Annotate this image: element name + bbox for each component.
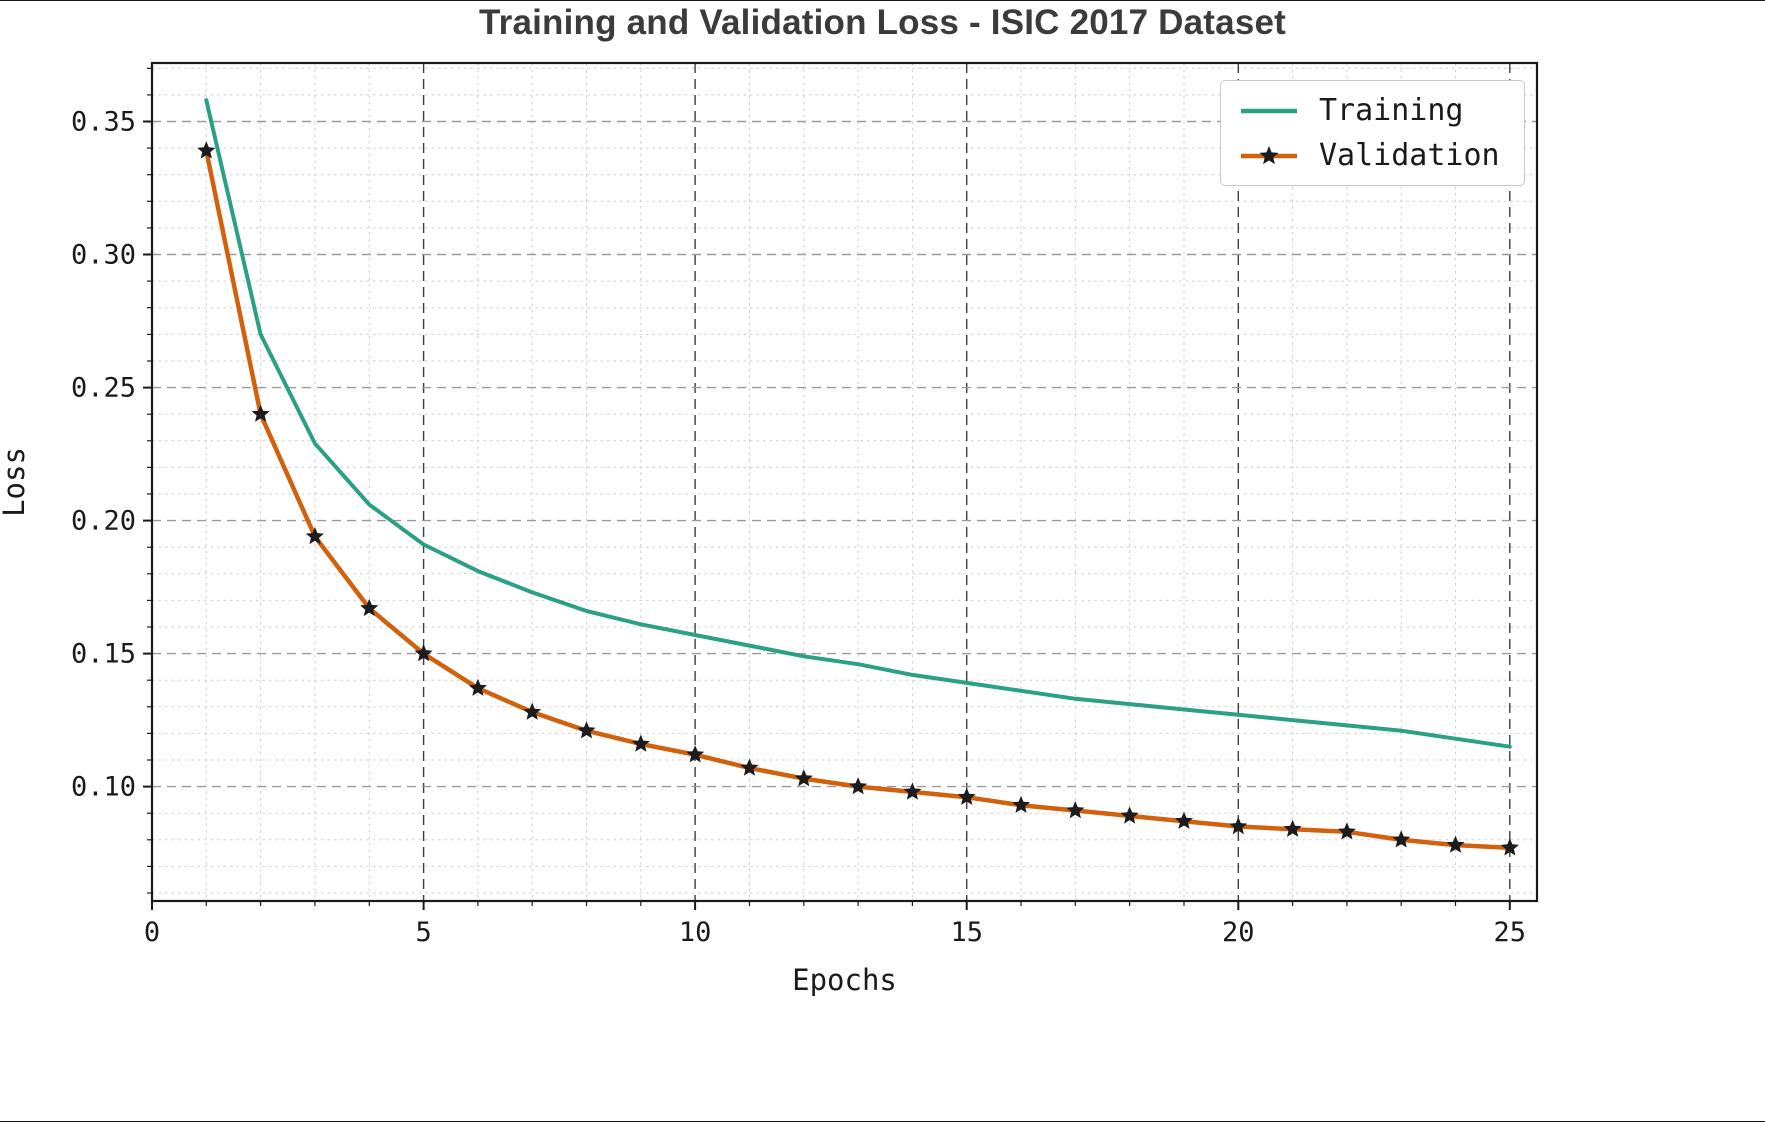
star-marker-icon	[957, 787, 976, 805]
svg-text:0.20: 0.20	[71, 506, 136, 537]
star-marker-icon	[1392, 830, 1411, 848]
star-marker-icon	[1120, 806, 1139, 824]
series-lines	[197, 98, 1519, 856]
svg-text:5: 5	[415, 917, 431, 948]
star-marker-icon	[1446, 835, 1465, 853]
svg-text:0: 0	[144, 917, 160, 948]
star-marker-icon	[1500, 838, 1519, 856]
star-marker-icon	[1283, 819, 1302, 837]
star-marker-icon	[1337, 822, 1356, 840]
svg-text:0.30: 0.30	[71, 240, 136, 271]
star-marker-icon	[1066, 801, 1085, 819]
legend: Training Validation	[1220, 80, 1525, 186]
star-marker-icon	[577, 721, 596, 739]
star-marker-icon	[903, 782, 922, 800]
svg-text:10: 10	[679, 917, 712, 948]
plot-border	[150, 61, 1539, 903]
svg-text:0.25: 0.25	[71, 373, 136, 404]
star-marker-icon	[360, 598, 379, 617]
star-marker-icon	[1012, 795, 1031, 813]
star-marker-icon	[1229, 817, 1248, 835]
star-marker-icon	[523, 702, 542, 720]
chart-title: Training and Validation Loss - ISIC 2017…	[478, 3, 1287, 42]
star-marker-icon	[1259, 145, 1279, 164]
star-marker-icon	[305, 527, 324, 545]
star-marker-icon	[849, 777, 868, 795]
grid-minor	[152, 63, 1537, 901]
star-marker-icon	[414, 644, 433, 662]
legend-item-training: Training	[1237, 93, 1500, 128]
svg-text:15: 15	[950, 917, 983, 948]
svg-text:20: 20	[1222, 917, 1255, 948]
svg-text:25: 25	[1494, 917, 1527, 948]
star-marker-icon	[468, 678, 487, 696]
star-marker-icon	[740, 758, 759, 776]
legend-item-validation: Validation	[1237, 138, 1500, 173]
star-marker-icon	[631, 734, 650, 752]
star-marker-icon	[686, 745, 705, 763]
axes-spines-ticks	[143, 61, 1539, 910]
grid-major	[151, 63, 1537, 901]
star-marker-icon	[251, 404, 270, 422]
svg-text:0.35: 0.35	[71, 107, 136, 138]
svg-text:0.10: 0.10	[71, 772, 136, 803]
y-axis-label: Loss	[0, 447, 31, 517]
x-axis-label: Epochs	[792, 963, 897, 997]
star-marker-icon	[794, 769, 813, 787]
star-marker-icon	[197, 141, 216, 159]
legend-label: Training	[1319, 93, 1464, 128]
legend-label: Validation	[1319, 138, 1500, 173]
legend-swatch-icon	[1241, 108, 1297, 113]
tick-labels: 0 5 10 15 20 25 0.10 0.15 0.20 0.25 0.30 0.35	[71, 107, 1526, 949]
svg-text:0.15: 0.15	[71, 639, 136, 670]
star-marker-icon	[1174, 811, 1193, 829]
legend-swatch-icon	[1241, 145, 1297, 164]
series-training-line	[204, 98, 1512, 749]
